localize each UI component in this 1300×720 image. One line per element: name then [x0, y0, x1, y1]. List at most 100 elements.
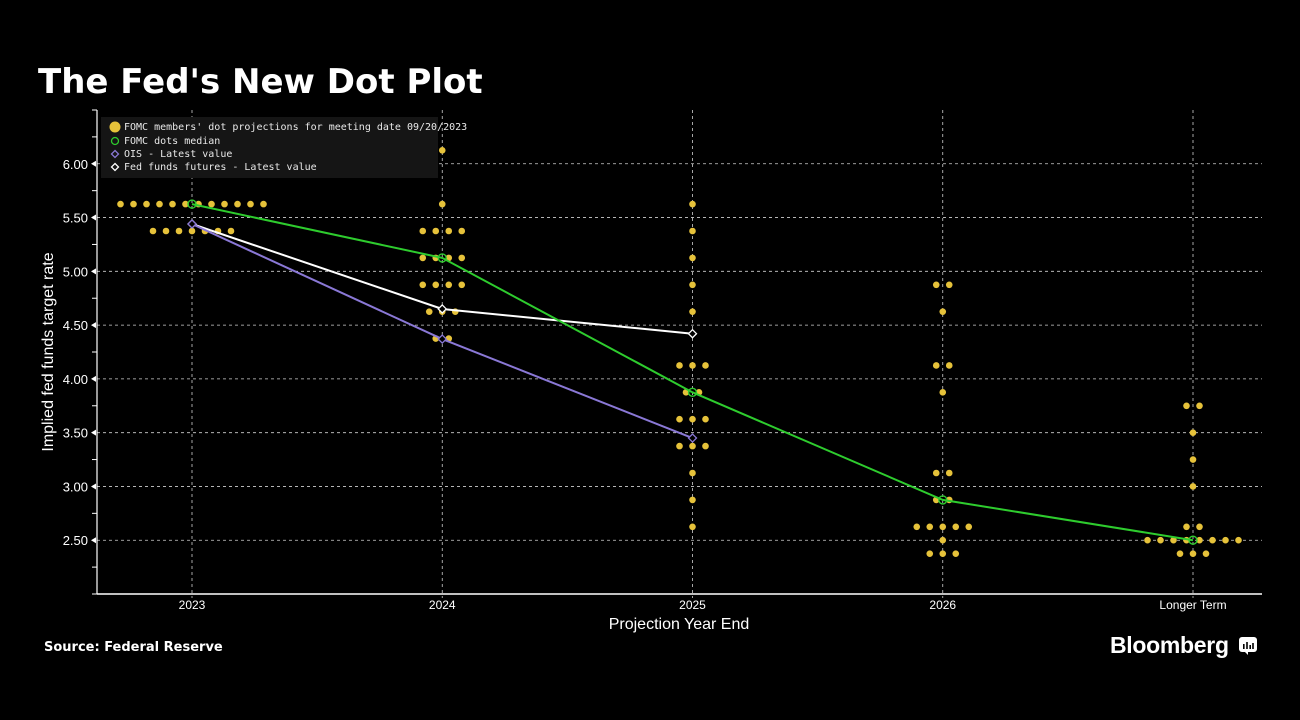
fomc-dot	[932, 469, 940, 477]
axes: 2.50 3.00 3.50 4.00 4.50 5.00 5.50 6.00 2023 2024…	[63, 109, 1262, 612]
fomc-dot	[221, 200, 228, 208]
fomc-dot	[952, 550, 960, 557]
y-tick-label: 5.50	[63, 211, 88, 226]
x-tick-label: 2024	[429, 598, 456, 612]
fomc-dot	[419, 254, 427, 262]
y-tick-label: 2.50	[63, 533, 88, 548]
y-tick-label: 4.00	[63, 372, 88, 387]
fomc-dot	[182, 200, 189, 208]
y-tick-mark	[91, 537, 96, 544]
fomc-dot	[175, 227, 183, 235]
legend-label: Fed funds futures - Latest value	[124, 161, 317, 173]
fomc-dot	[926, 550, 934, 557]
dot-marker-icon	[109, 121, 121, 133]
source-note: Source: Federal Reserve	[44, 640, 223, 655]
fomc-dot	[458, 254, 466, 262]
fomc-dot	[913, 523, 921, 531]
fomc-dot	[689, 308, 696, 315]
median-marker	[1188, 535, 1198, 545]
diamond-marker-icon	[109, 161, 121, 173]
futures-marker	[687, 328, 698, 339]
fomc-dot	[1196, 402, 1203, 410]
fomc-dot	[432, 281, 440, 289]
fomc-dot	[1196, 536, 1203, 544]
fomc-dot	[689, 281, 696, 289]
legend: FOMC members' dot projections for meetin…	[101, 117, 467, 178]
median-line	[191, 203, 1194, 542]
fomc-dot	[1183, 523, 1190, 531]
circle-marker-icon	[109, 135, 121, 147]
fomc-dot	[419, 227, 427, 235]
legend-item-futures: Fed funds futures - Latest value	[109, 161, 317, 173]
x-tick-label: 2025	[679, 598, 706, 612]
fomc-dot	[939, 523, 947, 531]
fomc-dot	[689, 523, 696, 531]
median-marker	[187, 199, 197, 209]
legend-label: FOMC members' dot projections for meetin…	[124, 121, 468, 133]
fomc-dot	[117, 200, 124, 208]
fomc-dot	[702, 362, 709, 369]
fomc-dot	[676, 415, 683, 423]
fomc-dot	[932, 362, 940, 369]
fomc-dot	[1170, 536, 1177, 544]
legend-item-dots: FOMC members' dot projections for meetin…	[109, 121, 467, 133]
fomc-dot	[188, 227, 196, 235]
fomc-dot	[939, 550, 947, 557]
fomc-dot	[432, 227, 440, 235]
fomc-dot	[689, 227, 696, 235]
fomc-dot	[227, 227, 235, 235]
fomc-dot	[1209, 536, 1216, 544]
fomc-dot	[1189, 483, 1197, 490]
legend-item-median: FOMC dots median	[109, 135, 220, 147]
fomc-dot	[445, 227, 453, 235]
fomc-dot	[458, 281, 466, 289]
median-marker	[938, 495, 948, 505]
y-tick-label: 3.00	[63, 479, 88, 494]
fomc-dot	[1183, 402, 1190, 410]
fomc-dot	[689, 469, 696, 477]
fomc-dot	[952, 523, 960, 531]
fomc-dot	[234, 200, 241, 208]
x-tick-label: 2023	[179, 598, 206, 612]
y-tick-label: 6.00	[63, 157, 88, 172]
y-tick-mark	[91, 214, 96, 221]
fomc-dot	[425, 308, 433, 315]
fomc-dot	[676, 442, 683, 450]
dot-projections	[117, 147, 1242, 557]
fomc-dot	[1189, 429, 1197, 436]
y-tick-label: 3.50	[63, 426, 88, 441]
fomc-dot	[260, 200, 267, 208]
series-lines	[187, 199, 1198, 545]
x-axis-label: Projection Year End	[609, 616, 750, 633]
fomc-dot	[945, 362, 953, 369]
fomc-dot	[1176, 550, 1184, 557]
brand-name: Bloomberg	[1110, 632, 1229, 658]
y-tick-mark	[91, 322, 96, 329]
y-tick-label: 5.00	[63, 264, 88, 279]
x-tick-label: Longer Term	[1159, 598, 1226, 612]
fomc-dot	[1144, 536, 1151, 544]
y-tick-label: 4.50	[63, 318, 88, 333]
fomc-dot	[419, 281, 427, 289]
diamond-marker-icon	[109, 148, 121, 160]
y-tick-mark	[91, 429, 96, 436]
ois-marker	[187, 219, 197, 229]
fomc-dot	[438, 200, 446, 208]
y-tick-mark	[91, 375, 96, 382]
fomc-dot	[702, 442, 709, 450]
fomc-dot	[149, 227, 157, 235]
y-axis-label: Implied fed funds target rate	[40, 252, 57, 451]
fomc-dot	[939, 389, 947, 396]
fomc-dot	[1222, 536, 1229, 544]
fomc-dot	[445, 281, 453, 289]
fomc-dot	[169, 200, 176, 208]
fomc-dot	[689, 496, 696, 504]
fomc-dot	[689, 362, 696, 369]
fomc-dot	[1189, 456, 1197, 463]
gridlines	[97, 110, 1262, 598]
fomc-dot	[1235, 536, 1242, 544]
fomc-dot	[130, 200, 137, 208]
bloomberg-chart-icon	[1238, 636, 1257, 655]
y-tick-mark	[91, 268, 96, 275]
fomc-dot	[143, 200, 150, 208]
